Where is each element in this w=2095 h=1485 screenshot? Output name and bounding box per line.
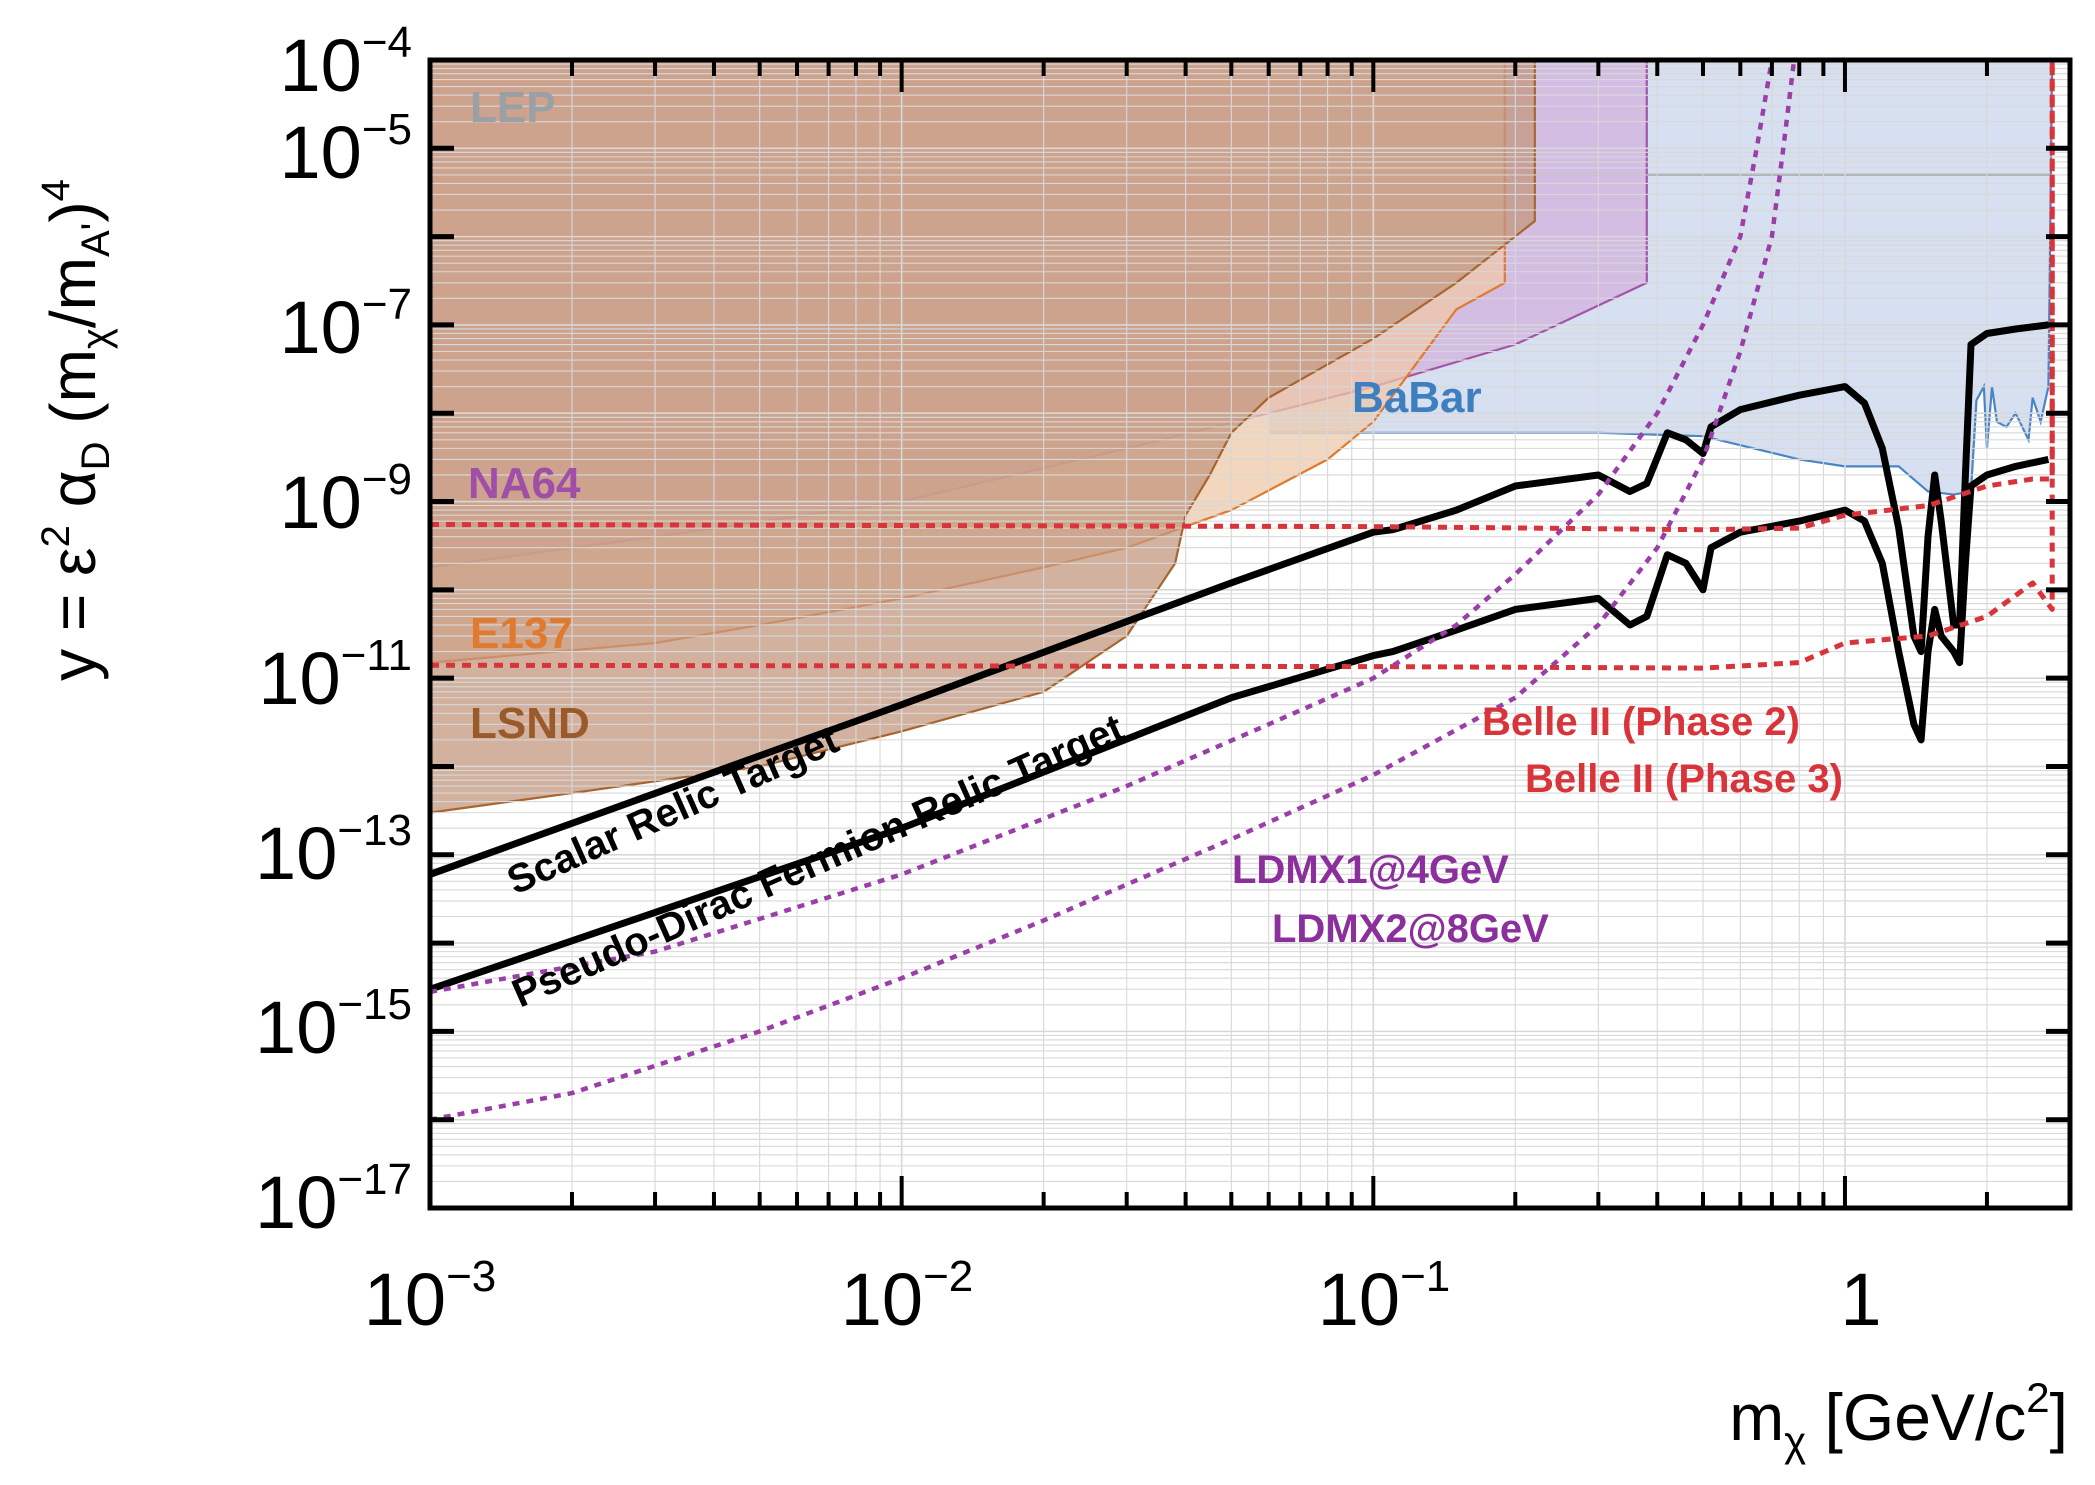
x-tick-label: 10−1: [1318, 1252, 1450, 1341]
y-tick-label: 10−15: [255, 980, 412, 1069]
label-na64: NA64: [468, 459, 581, 508]
label-ldmx1: LDMX1@4GeV: [1232, 848, 1509, 892]
region-lsnd: [430, 60, 1535, 813]
y-tick-label: 10−4: [280, 18, 412, 107]
label-belle2-phase2: Belle II (Phase 2): [1482, 700, 1800, 744]
y-tick-label: 10−13: [255, 806, 412, 895]
y-tick-label: 10−7: [280, 280, 412, 369]
series-belle-ii-phase-2: [430, 60, 2055, 533]
y-tick-label: 10−5: [280, 105, 412, 194]
y-tick-label: 10−11: [258, 631, 412, 720]
x-tick-label: 1: [1840, 1258, 1881, 1341]
y-tick-label: 10−17: [255, 1155, 412, 1244]
series-belle-ii-phase-3: [430, 60, 2055, 671]
y-axis-title: y = ε2 αD (mχ/mA')4: [34, 179, 118, 681]
grid: [430, 60, 2070, 1208]
plot-frame: [427, 57, 2073, 1211]
x-axis-title: mχ [GeV/c2]: [1729, 1374, 2068, 1465]
label-lsnd: LSND: [470, 699, 590, 748]
series-lines: [430, 60, 2055, 1122]
x-tick-label: 10−2: [841, 1252, 973, 1341]
label-lep: LEP: [470, 83, 556, 132]
label-ldmx2: LDMX2@8GeV: [1272, 907, 1549, 951]
series-ldmx2-8gev: [430, 60, 1797, 1122]
label-babar: BaBar: [1352, 373, 1482, 422]
y-tick-label: 10−9: [280, 455, 412, 544]
label-e137: E137: [470, 609, 573, 658]
x-tick-label: 10−3: [364, 1252, 496, 1341]
series-pseudo-dirac-fermion-relic-target: [430, 455, 2050, 993]
label-belle2-phase3: Belle II (Phase 3): [1525, 757, 1843, 801]
series-ldmx1-4gev: [430, 60, 1775, 995]
excluded-regions: [430, 60, 2054, 814]
